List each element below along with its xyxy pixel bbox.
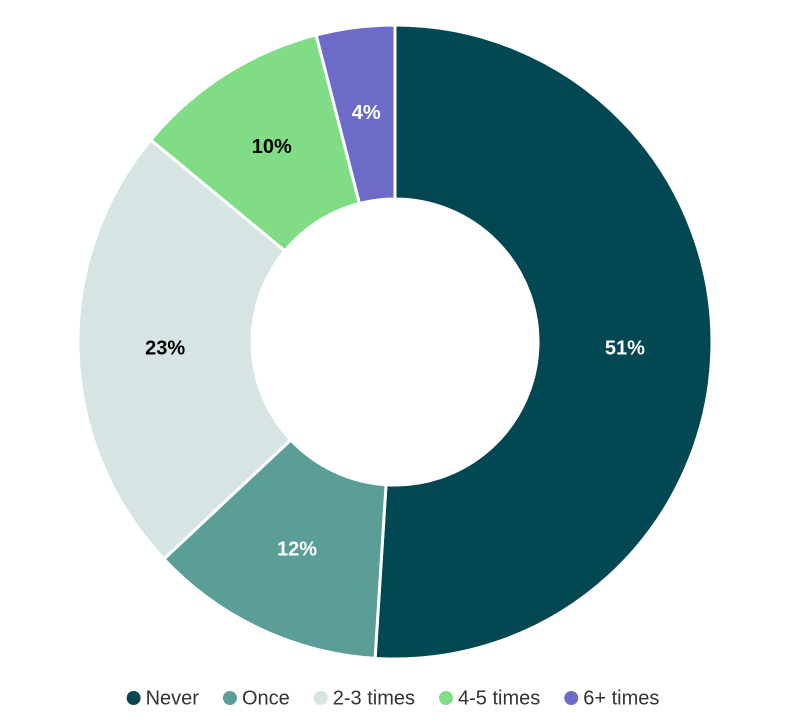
legend-label: 4-5 times bbox=[458, 687, 540, 709]
legend-marker bbox=[439, 691, 454, 705]
legend-marker bbox=[222, 691, 237, 705]
value-label: 12% bbox=[277, 538, 317, 560]
value-label: 4% bbox=[352, 102, 381, 124]
legend-marker bbox=[313, 691, 328, 705]
value-label: 51% bbox=[605, 338, 645, 360]
legend-label: Never bbox=[146, 687, 200, 709]
slice bbox=[314, 23, 397, 205]
legend-label: 6+ times bbox=[583, 687, 659, 709]
legend-marker bbox=[126, 691, 141, 705]
slice bbox=[76, 138, 293, 561]
value-label: 10% bbox=[252, 136, 292, 158]
legend-label: Once bbox=[242, 687, 290, 709]
legend-marker bbox=[564, 691, 579, 705]
legend-label: 2-3 times bbox=[333, 687, 415, 709]
slice bbox=[162, 438, 388, 660]
value-label: 23% bbox=[145, 338, 185, 360]
slice bbox=[373, 23, 714, 661]
